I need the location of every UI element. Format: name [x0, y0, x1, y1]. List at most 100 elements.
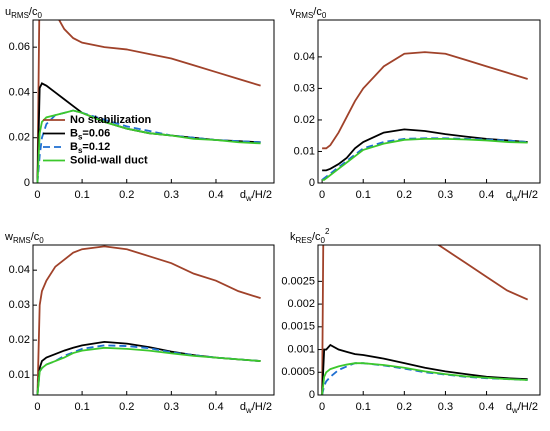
label-part: /H/2: [518, 189, 538, 201]
label-part: 0: [322, 11, 327, 20]
series-line: [322, 128, 528, 172]
y-tick-label: 0.0005: [281, 366, 315, 378]
x-axis-label: dw/H/2: [506, 189, 538, 203]
series-line: [36, 344, 261, 395]
x-tick-label: 0.4: [208, 189, 223, 201]
label-part: 0: [39, 236, 44, 245]
y-tick-label: 0.02: [294, 114, 315, 126]
y-tick-label: 0.04: [9, 264, 30, 276]
x-axis-label: dw/H/2: [506, 401, 538, 415]
x-tick-label: 0.3: [438, 189, 453, 201]
label-part: 0: [37, 11, 42, 20]
label-part: d: [506, 401, 512, 413]
label-part: w: [4, 231, 13, 243]
series-line: [321, 137, 528, 181]
label-part: w: [245, 194, 252, 203]
label-part: /c: [312, 231, 321, 243]
label-part: s: [78, 146, 83, 155]
series-line: [322, 137, 528, 181]
x-tick-label: 0.2: [397, 401, 412, 413]
y-tick-label: 0.03: [294, 82, 315, 94]
series-line: [322, 51, 528, 150]
y-tick-label: 0.001: [287, 343, 315, 355]
label-part: /H/2: [252, 189, 272, 201]
label-part: /H/2: [252, 401, 272, 413]
series-line: [321, 343, 528, 395]
y-axis-label: vRMS/c0: [290, 6, 327, 20]
label-part: /c: [313, 6, 322, 18]
label-part: /H/2: [518, 401, 538, 413]
legend-label: No stabilization: [70, 114, 152, 126]
label-part: 2: [325, 227, 330, 236]
plot-frame: [32, 19, 275, 184]
label-part: RMS: [11, 11, 29, 20]
label-part: w: [245, 406, 252, 415]
x-tick-label: 0: [319, 401, 325, 413]
label-part: u: [5, 6, 11, 18]
label-part: RMS: [13, 236, 31, 245]
y-tick-label: 0.01: [294, 145, 315, 157]
plot-frame: [32, 244, 275, 396]
label-part: d: [506, 189, 512, 201]
plot-frame: [317, 19, 541, 184]
y-tick-label: 0: [309, 177, 315, 189]
label-part: RMS: [296, 11, 314, 20]
legend-label: Bs=0.06: [70, 127, 110, 141]
y-tick-label: 0.002: [287, 298, 315, 310]
panel: 00.010.020.030.040 0.1 0.2 0.3 0.4vRMS/c0dw/…: [290, 6, 541, 203]
x-tick-label: 0.2: [119, 189, 134, 201]
panel: 0.010.020.030.040 0.1 0.2 0.3 0.4wRMS/c0dw/H…: [4, 231, 275, 415]
x-tick-label: 0.1: [356, 401, 371, 413]
series-line: [36, 346, 261, 395]
label-part: k: [290, 231, 296, 243]
plot-frame: [317, 244, 541, 396]
label-part: Solid-wall duct: [70, 154, 148, 166]
panel: 00.020.040.060 0.1 0.2 0.3 0.4uRMS/c0dw/H/2N…: [5, 6, 275, 203]
y-tick-label: 0.02: [9, 334, 30, 346]
x-tick-label: 0.4: [479, 401, 494, 413]
panel: 0 0.0005 0.001 0.0015 0.002 0.0025 0 0.1 0.2 0.3 0…: [281, 227, 541, 415]
x-axis-label: dw/H/2: [240, 189, 272, 203]
y-tick-label: 0: [309, 389, 315, 401]
x-tick-label: 0.1: [356, 189, 371, 201]
series-line: [36, 20, 261, 183]
x-tick-label: 0.3: [438, 401, 453, 413]
y-tick-label: 0.06: [9, 41, 30, 53]
label-part: d: [240, 401, 246, 413]
x-tick-label: 0.1: [74, 401, 89, 413]
legend-label: Bs=0.12: [70, 141, 110, 155]
y-tick-label: 0.04: [9, 86, 30, 98]
label-part: =0.12: [82, 141, 110, 153]
y-tick-label: 0.01: [9, 369, 30, 381]
y-tick-label: 0.04: [294, 51, 315, 63]
x-tick-label: 0.4: [208, 401, 223, 413]
label-part: v: [290, 6, 296, 18]
x-tick-label: 0.3: [164, 189, 179, 201]
label-part: No stabilization: [70, 114, 152, 126]
x-tick-label: 0: [34, 401, 40, 413]
x-tick-label: 0.1: [74, 189, 89, 201]
label-part: w: [511, 194, 518, 203]
y-axis-label: kRES/c02: [290, 227, 330, 245]
x-tick-label: 0: [34, 189, 40, 201]
label-part: s: [78, 133, 83, 142]
y-tick-label: 0.03: [9, 299, 30, 311]
label-part: B: [70, 127, 78, 139]
series-line: [36, 245, 261, 395]
legend-label: Solid-wall duct: [70, 154, 148, 166]
label-part: RES: [296, 236, 312, 245]
y-axis-label: uRMS/c0: [5, 6, 42, 20]
x-tick-label: 0.2: [397, 189, 412, 201]
label-part: =0.06: [82, 127, 110, 139]
x-tick-label: 0.4: [479, 189, 494, 201]
x-tick-label: 0.3: [164, 401, 179, 413]
y-tick-label: 0: [24, 177, 30, 189]
y-tick-label: 0.0025: [281, 275, 315, 287]
y-tick-label: 0.02: [9, 132, 30, 144]
series-line: [321, 245, 529, 395]
label-part: d: [240, 189, 246, 201]
label-part: /c: [29, 6, 38, 18]
label-part: B: [70, 141, 78, 153]
x-axis-label: dw/H/2: [240, 401, 272, 415]
label-part: 0: [321, 236, 326, 245]
